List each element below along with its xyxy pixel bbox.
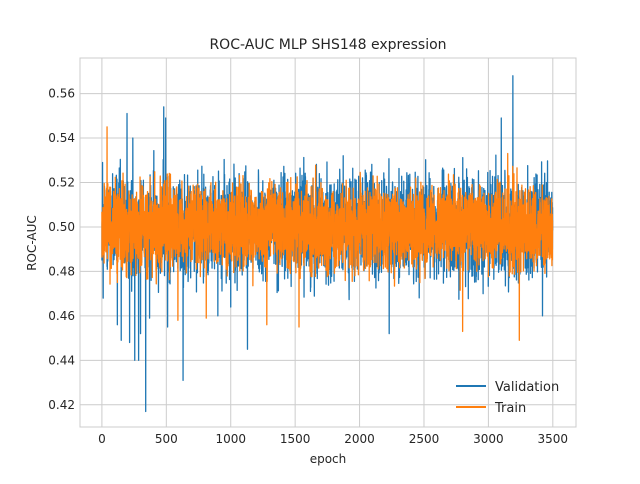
- legend-label: Train: [494, 401, 526, 416]
- plot-frame: [79, 57, 577, 428]
- x-tick-label: 1500: [280, 432, 311, 446]
- x-tick-label: 0: [98, 432, 106, 446]
- series-line-train: [101, 126, 554, 341]
- x-tick-label: 2000: [344, 432, 375, 446]
- x-tick-label: 1000: [215, 432, 246, 446]
- x-tick-label: 500: [155, 432, 178, 446]
- y-ticks: 0.42 0.44 0.46 0.48 0.50 0.52 0.54 0.56: [48, 87, 75, 412]
- y-tick-label: 0.46: [48, 309, 75, 323]
- y-tick-label: 0.50: [48, 220, 75, 234]
- y-tick-label: 0.42: [48, 398, 75, 412]
- y-tick-label: 0.48: [48, 264, 75, 278]
- legend-label: Validation: [495, 380, 559, 395]
- legend: Validation Train: [456, 380, 559, 416]
- y-tick-label: 0.56: [48, 87, 75, 101]
- y-axis-label: ROC-AUC: [25, 215, 39, 271]
- x-ticks: 0 500 1000 1500 2000 2500 3000 3500: [98, 432, 568, 446]
- x-axis-label: epoch: [310, 452, 347, 466]
- y-tick-label: 0.52: [48, 175, 75, 189]
- y-tick-label: 0.54: [48, 131, 75, 145]
- x-tick-label: 3000: [473, 432, 504, 446]
- chart-title: ROC-AUC MLP SHS148 expression: [209, 37, 446, 53]
- y-tick-label: 0.44: [48, 353, 75, 367]
- x-tick-label: 3500: [538, 432, 569, 446]
- x-tick-label: 2500: [409, 432, 440, 446]
- series-lines: [101, 75, 554, 413]
